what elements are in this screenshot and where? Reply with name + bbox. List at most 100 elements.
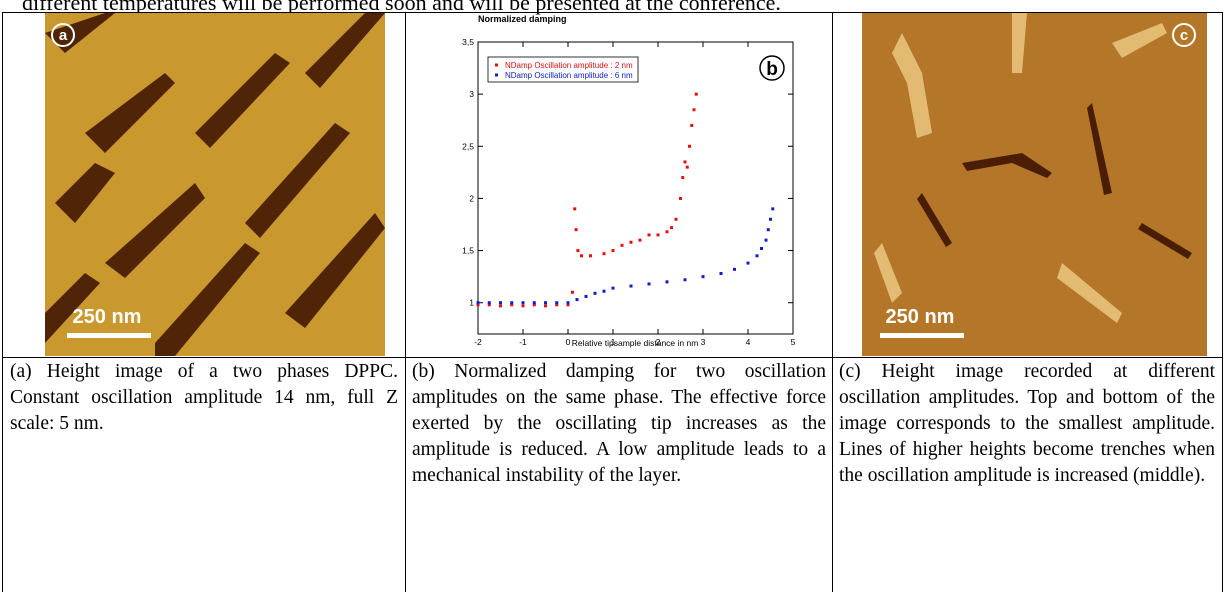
data-point (771, 207, 775, 211)
caption: (c) Height image recorded at different o… (839, 361, 1215, 486)
data-point (555, 303, 559, 307)
data-point (683, 160, 687, 164)
data-point (683, 278, 687, 282)
data-point (665, 280, 669, 284)
legend-marker (495, 73, 498, 77)
y-tick-label: 3 (469, 89, 474, 99)
table-border (2, 12, 1223, 13)
data-point (647, 282, 651, 286)
data-point (580, 254, 583, 258)
data-point (555, 301, 559, 305)
x-tick-label: -2 (474, 337, 482, 347)
data-point (629, 284, 633, 288)
data-point (766, 228, 770, 232)
data-point (685, 165, 689, 169)
data-point (690, 123, 694, 127)
data-point (476, 303, 480, 307)
data-point (544, 301, 547, 305)
data-point (574, 228, 578, 232)
x-tick-label: 0 (566, 337, 571, 347)
data-point (487, 303, 491, 307)
data-point (647, 233, 651, 237)
data-point (733, 267, 736, 271)
data-point (694, 92, 698, 96)
y-tick-label: 1,5 (462, 246, 474, 256)
legend-box (487, 56, 639, 83)
legend-label: NDamp Oscillation amplitude : 2 nm (505, 61, 633, 70)
data-point (575, 298, 579, 302)
data-point (487, 301, 491, 305)
data-point (665, 230, 669, 234)
panel-label: b (766, 59, 778, 80)
data-point (476, 301, 480, 305)
data-point (602, 252, 606, 256)
data-point (566, 301, 570, 305)
afm-image-c: c 250 nm (862, 13, 1207, 356)
data-point (571, 290, 574, 294)
scale-bar (67, 333, 151, 338)
data-point (755, 254, 759, 258)
caption: (b) Normalized damping for two oscillati… (412, 361, 826, 486)
data-point (521, 304, 525, 308)
table-border (1222, 12, 1223, 592)
panel-label: a (59, 27, 68, 44)
legend-marker (495, 63, 498, 67)
data-point (719, 272, 723, 276)
chart: Normalized damping Relative tipsample di… (462, 14, 795, 348)
data-point (670, 226, 673, 230)
data-point (611, 286, 615, 290)
x-tick-label: 1 (611, 337, 616, 347)
y-tick-label: 3,5 (462, 37, 474, 47)
table-border (2, 357, 1223, 358)
data-point (769, 217, 772, 221)
data-point (576, 249, 580, 253)
table-border (832, 12, 833, 592)
panel-label: c (1180, 27, 1188, 44)
data-point (566, 303, 570, 307)
data-point (602, 289, 606, 293)
data-point (656, 233, 660, 237)
x-tick-label: 3 (701, 337, 706, 347)
data-point (532, 301, 536, 305)
scale-bar-label: 250 nm (886, 306, 955, 328)
data-point (573, 207, 577, 211)
legend-label: NDamp Oscillation amplitude : 6 nm (505, 71, 633, 80)
data-point (589, 254, 592, 258)
data-point (584, 294, 588, 298)
afm-image-a: a 250 nm (45, 13, 385, 356)
data-point (760, 246, 763, 250)
data-point (499, 301, 502, 305)
x-tick-label: -1 (519, 337, 527, 347)
data-point (688, 144, 691, 148)
data-point (692, 108, 696, 112)
data-point (620, 243, 624, 247)
data-point (746, 261, 750, 265)
data-point (674, 217, 678, 221)
data-point (532, 303, 536, 307)
caption: (a) Height image of a two phases DPPC. C… (10, 361, 398, 434)
x-axis-label: Relative tipsample distance in nm (572, 338, 699, 348)
header-text: different temperatures will be performed… (22, 0, 781, 15)
data-point (521, 301, 525, 305)
data-point (510, 303, 514, 307)
data-point (679, 196, 682, 200)
scale-bar (880, 333, 964, 338)
y-tick-label: 2,5 (462, 141, 474, 151)
data-point (510, 301, 514, 305)
data-point (499, 304, 502, 308)
data-point (593, 291, 597, 295)
data-point (544, 304, 547, 308)
data-point (638, 238, 642, 242)
x-tick-label: 2 (656, 337, 661, 347)
data-point (681, 176, 685, 180)
data-point (611, 249, 615, 253)
scale-bar-label: 250 nm (73, 306, 142, 328)
y-tick-label: 1 (469, 298, 474, 308)
data-point (764, 238, 768, 242)
y-tick-label: 2 (469, 193, 474, 203)
data-point (629, 240, 633, 244)
table-border (2, 12, 3, 592)
chart-title: Normalized damping (478, 14, 567, 24)
table-border (405, 12, 406, 592)
